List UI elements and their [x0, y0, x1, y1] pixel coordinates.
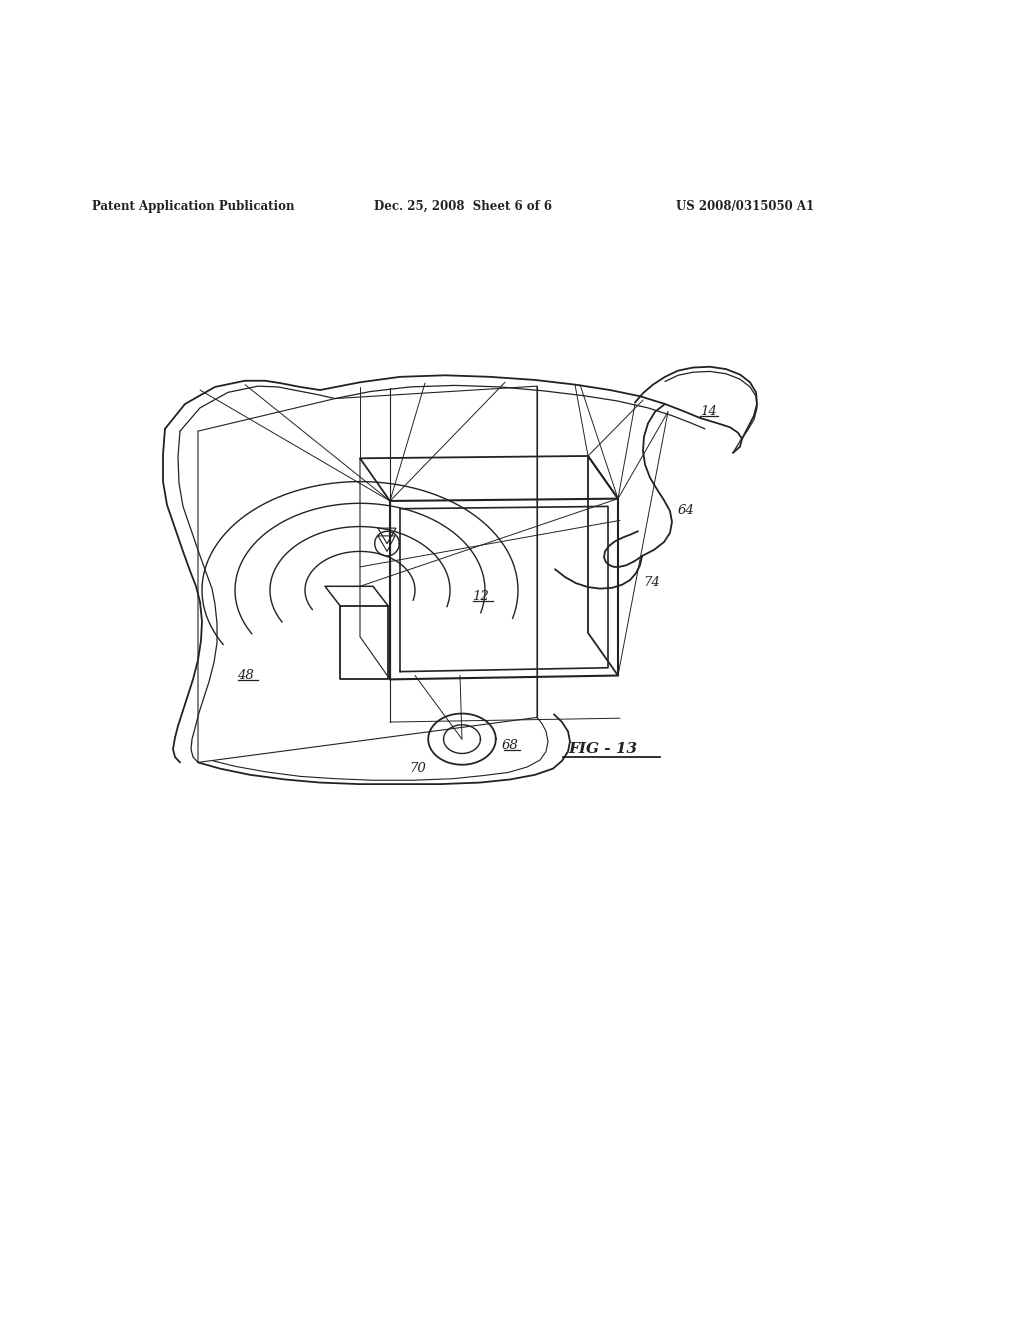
Text: 64: 64	[678, 504, 694, 516]
Text: Patent Application Publication: Patent Application Publication	[92, 199, 295, 213]
Text: 14: 14	[700, 405, 717, 418]
Text: US 2008/0315050 A1: US 2008/0315050 A1	[676, 199, 814, 213]
Text: 70: 70	[410, 762, 426, 775]
Text: FIG - 13: FIG - 13	[568, 742, 637, 756]
Text: 12: 12	[472, 590, 488, 603]
Text: 74: 74	[643, 576, 659, 589]
Text: 68: 68	[502, 739, 518, 752]
Text: 48: 48	[237, 669, 253, 682]
Text: Dec. 25, 2008  Sheet 6 of 6: Dec. 25, 2008 Sheet 6 of 6	[374, 199, 552, 213]
